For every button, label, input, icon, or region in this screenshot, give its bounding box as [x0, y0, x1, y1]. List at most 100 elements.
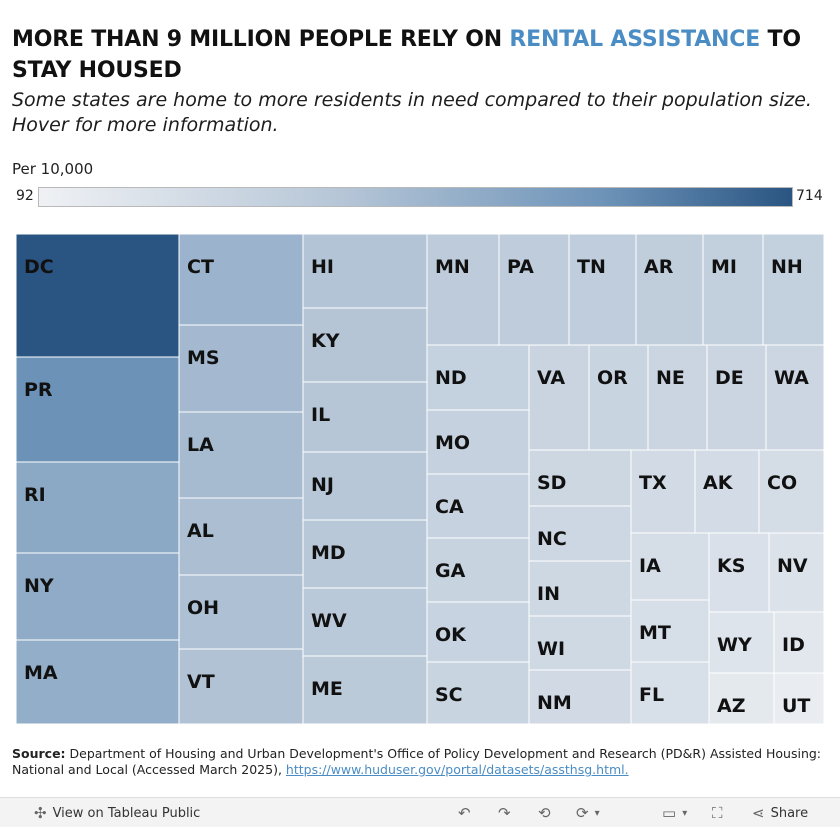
- tile-co[interactable]: CO: [759, 450, 824, 533]
- tile-rect-ak[interactable]: [695, 450, 759, 533]
- tile-md[interactable]: MD: [303, 520, 427, 588]
- tile-hi[interactable]: HI: [303, 234, 427, 308]
- tile-rect-nh[interactable]: [763, 234, 824, 345]
- tile-rect-tn[interactable]: [569, 234, 636, 345]
- tile-rect-ny[interactable]: [16, 553, 179, 640]
- tile-ny[interactable]: NY: [16, 553, 179, 640]
- tile-ak[interactable]: AK: [695, 450, 759, 533]
- tile-nc[interactable]: NC: [529, 506, 631, 561]
- tile-rect-wa[interactable]: [766, 345, 824, 450]
- tile-rect-ut[interactable]: [774, 673, 824, 724]
- redo-button[interactable]: ↷: [498, 804, 511, 822]
- tile-me[interactable]: ME: [303, 656, 427, 724]
- tile-al[interactable]: AL: [179, 498, 303, 575]
- tile-rect-ar[interactable]: [636, 234, 703, 345]
- tile-rect-fl[interactable]: [631, 662, 709, 724]
- tile-rect-or[interactable]: [589, 345, 648, 450]
- undo-button[interactable]: ↶: [458, 804, 471, 822]
- tile-rect-nm[interactable]: [529, 670, 631, 724]
- tile-ms[interactable]: MS: [179, 325, 303, 412]
- tile-wa[interactable]: WA: [766, 345, 824, 450]
- tile-nh[interactable]: NH: [763, 234, 824, 345]
- tile-va[interactable]: VA: [529, 345, 589, 450]
- tile-ma[interactable]: MA: [16, 640, 179, 724]
- tile-az[interactable]: AZ: [709, 673, 774, 724]
- tile-ky[interactable]: KY: [303, 308, 427, 382]
- tile-rect-mt[interactable]: [631, 600, 709, 662]
- tile-la[interactable]: LA: [179, 412, 303, 498]
- tile-rect-md[interactable]: [303, 520, 427, 588]
- refresh-button[interactable]: ⟳ ▾: [576, 804, 600, 822]
- revert-button[interactable]: ⟲: [538, 804, 551, 822]
- tile-rect-mn[interactable]: [427, 234, 499, 345]
- tile-wi[interactable]: WI: [529, 616, 631, 670]
- tile-nm[interactable]: NM: [529, 670, 631, 724]
- tile-rect-sc[interactable]: [427, 662, 529, 724]
- tile-rect-ma[interactable]: [16, 640, 179, 724]
- tile-rect-wy[interactable]: [709, 612, 774, 673]
- tile-tx[interactable]: TX: [631, 450, 695, 533]
- tile-ca[interactable]: CA: [427, 474, 529, 538]
- tile-rect-de[interactable]: [707, 345, 766, 450]
- tile-rect-pa[interactable]: [499, 234, 569, 345]
- tile-il[interactable]: IL: [303, 382, 427, 452]
- tile-rect-me[interactable]: [303, 656, 427, 724]
- tile-mt[interactable]: MT: [631, 600, 709, 662]
- tile-rect-az[interactable]: [709, 673, 774, 724]
- view-on-tableau-button[interactable]: ✣ View on Tableau Public: [34, 804, 200, 822]
- tile-fl[interactable]: FL: [631, 662, 709, 724]
- tile-in[interactable]: IN: [529, 561, 631, 616]
- tile-pa[interactable]: PA: [499, 234, 569, 345]
- tile-ks[interactable]: KS: [709, 533, 769, 612]
- tile-rect-hi[interactable]: [303, 234, 427, 308]
- tile-rect-vt[interactable]: [179, 649, 303, 724]
- tile-vt[interactable]: VT: [179, 649, 303, 724]
- tile-rect-wi[interactable]: [529, 616, 631, 670]
- tile-ar[interactable]: AR: [636, 234, 703, 345]
- tile-wy[interactable]: WY: [709, 612, 774, 673]
- tile-rect-ca[interactable]: [427, 474, 529, 538]
- tile-nj[interactable]: NJ: [303, 452, 427, 520]
- tile-rect-ok[interactable]: [427, 602, 529, 662]
- tile-rect-mi[interactable]: [703, 234, 763, 345]
- tile-mn[interactable]: MN: [427, 234, 499, 345]
- tile-tn[interactable]: TN: [569, 234, 636, 345]
- tile-rect-co[interactable]: [759, 450, 824, 533]
- tile-rect-va[interactable]: [529, 345, 589, 450]
- tile-oh[interactable]: OH: [179, 575, 303, 649]
- tile-rect-wv[interactable]: [303, 588, 427, 656]
- tile-rect-ct[interactable]: [179, 234, 303, 325]
- tile-ok[interactable]: OK: [427, 602, 529, 662]
- share-button[interactable]: ⋖ Share: [752, 804, 808, 822]
- tile-rect-ga[interactable]: [427, 538, 529, 602]
- tile-rect-la[interactable]: [179, 412, 303, 498]
- tile-mo[interactable]: MO: [427, 410, 529, 474]
- tile-rect-il[interactable]: [303, 382, 427, 452]
- tile-wv[interactable]: WV: [303, 588, 427, 656]
- tile-rect-ri[interactable]: [16, 462, 179, 553]
- tile-rect-nd[interactable]: [427, 345, 529, 410]
- tile-de[interactable]: DE: [707, 345, 766, 450]
- tile-rect-pr[interactable]: [16, 357, 179, 462]
- tile-rect-al[interactable]: [179, 498, 303, 575]
- source-link[interactable]: https://www.huduser.gov/portal/datasets/…: [285, 762, 629, 777]
- tile-rect-mo[interactable]: [427, 410, 529, 474]
- tile-nv[interactable]: NV: [769, 533, 824, 612]
- tile-mi[interactable]: MI: [703, 234, 763, 345]
- tile-ut[interactable]: UT: [774, 673, 824, 724]
- tile-rect-ne[interactable]: [648, 345, 707, 450]
- tile-rect-ms[interactable]: [179, 325, 303, 412]
- tile-or[interactable]: OR: [589, 345, 648, 450]
- tile-ga[interactable]: GA: [427, 538, 529, 602]
- tile-pr[interactable]: PR: [16, 357, 179, 462]
- tile-sd[interactable]: SD: [529, 450, 631, 506]
- tile-rect-ky[interactable]: [303, 308, 427, 382]
- tile-rect-dc[interactable]: [16, 234, 179, 357]
- tile-rect-in[interactable]: [529, 561, 631, 616]
- tile-ne[interactable]: NE: [648, 345, 707, 450]
- tile-rect-ks[interactable]: [709, 533, 769, 612]
- tile-rect-nc[interactable]: [529, 506, 631, 561]
- tile-dc[interactable]: DC: [16, 234, 179, 357]
- tile-nd[interactable]: ND: [427, 345, 529, 410]
- tile-rect-tx[interactable]: [631, 450, 695, 533]
